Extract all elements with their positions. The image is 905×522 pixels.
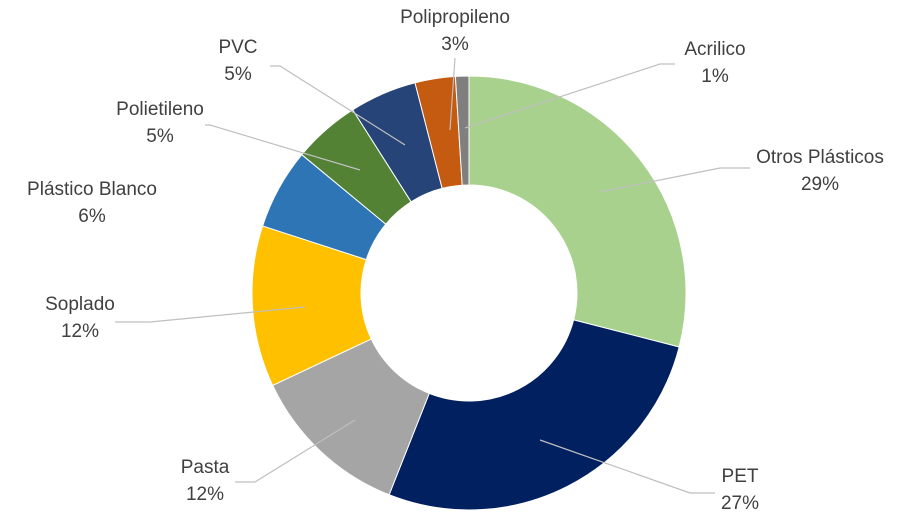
leader-line bbox=[539, 439, 715, 494]
label-value: 29% bbox=[801, 174, 839, 195]
leader-line bbox=[599, 167, 750, 193]
label-name: PVC bbox=[218, 37, 257, 58]
leader-line bbox=[449, 57, 456, 131]
label-value: 1% bbox=[701, 66, 729, 87]
label-name: Soplado bbox=[45, 294, 115, 315]
label-value: 12% bbox=[186, 484, 224, 505]
label-name: Otros Plásticos bbox=[756, 147, 884, 168]
slice bbox=[388, 319, 680, 511]
label-name: Plástico Blanco bbox=[27, 179, 157, 200]
leader-line bbox=[464, 63, 675, 129]
label-name: Acrilico bbox=[684, 39, 745, 60]
slice bbox=[454, 75, 470, 186]
leader-line bbox=[235, 419, 356, 483]
leader-line bbox=[115, 306, 306, 323]
label-name: Pasta bbox=[181, 457, 230, 478]
label-value: 3% bbox=[441, 34, 469, 55]
label-value: 5% bbox=[224, 64, 252, 85]
label-value: 12% bbox=[61, 321, 99, 342]
label-value: 27% bbox=[721, 493, 759, 514]
label-name: Polipropileno bbox=[400, 7, 510, 28]
leader-line bbox=[205, 124, 361, 171]
slice bbox=[468, 75, 687, 348]
leader-line bbox=[270, 65, 406, 146]
label-value: 5% bbox=[146, 126, 174, 147]
label-value: 6% bbox=[78, 206, 106, 227]
label-name: Polietileno bbox=[116, 99, 204, 120]
label-name: PET bbox=[722, 466, 759, 487]
